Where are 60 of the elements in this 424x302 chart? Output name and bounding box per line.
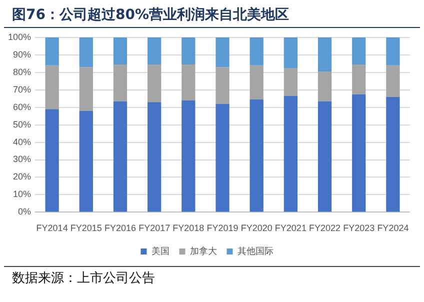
bar xyxy=(182,64,196,100)
bar xyxy=(216,104,230,212)
bar xyxy=(284,68,298,96)
y-tick-label: 70% xyxy=(13,84,32,94)
bar xyxy=(318,71,332,102)
legend-label: 加拿大 xyxy=(190,246,217,256)
y-tick-label: 20% xyxy=(13,172,32,182)
bar xyxy=(182,100,196,212)
source-note: 数据来源：上市公司公告 xyxy=(4,266,420,289)
bar xyxy=(45,109,59,212)
y-tick-label: 80% xyxy=(13,66,32,77)
legend-label: 美国 xyxy=(151,246,170,256)
x-tick-label: FY2023 xyxy=(343,223,375,234)
x-tick-label: FY2016 xyxy=(104,223,136,234)
bar xyxy=(182,37,196,64)
y-tick-label: 60% xyxy=(13,102,32,112)
bar xyxy=(79,110,93,212)
bar xyxy=(386,37,400,66)
x-tick-label: FY2018 xyxy=(172,223,204,234)
bar xyxy=(216,67,230,104)
bar xyxy=(284,96,298,212)
bar xyxy=(318,101,332,212)
y-tick-label: 0% xyxy=(18,206,32,217)
bar xyxy=(250,37,264,66)
y-tick-label: 90% xyxy=(13,49,32,60)
bar xyxy=(45,37,59,66)
bar xyxy=(79,67,93,111)
y-tick-label: 40% xyxy=(13,136,32,147)
y-tick-label: 100% xyxy=(8,32,32,42)
bar xyxy=(318,37,332,72)
x-tick-label: FY2024 xyxy=(377,223,409,234)
x-tick-label: FY2020 xyxy=(240,223,272,234)
bar xyxy=(250,65,264,100)
bar xyxy=(352,37,366,64)
bar xyxy=(113,101,128,212)
bar xyxy=(386,65,400,97)
bar xyxy=(352,94,366,212)
bar xyxy=(148,102,162,212)
bar xyxy=(79,37,93,68)
bar xyxy=(386,96,400,212)
bar xyxy=(352,64,366,94)
chart-title: 图76：公司超过80%营业利润来自北美地区 xyxy=(4,0,420,28)
y-tick-label: 30% xyxy=(13,154,32,164)
legend-label: 其他国际 xyxy=(237,246,274,256)
x-tick-label: FY2017 xyxy=(138,223,170,234)
bar xyxy=(148,64,162,102)
bar xyxy=(113,64,128,102)
x-tick-label: FY2022 xyxy=(309,223,341,234)
bar xyxy=(45,65,59,110)
x-tick-label: FY2014 xyxy=(36,223,68,234)
x-tick-label: FY2015 xyxy=(70,223,102,234)
bar xyxy=(148,37,162,64)
bar xyxy=(284,37,298,68)
y-tick-label: 50% xyxy=(13,119,32,130)
bar xyxy=(113,37,128,64)
y-tick-label: 10% xyxy=(13,189,32,200)
x-tick-label: FY2021 xyxy=(274,223,306,234)
bar xyxy=(250,99,264,212)
bar xyxy=(216,37,230,68)
x-tick-label: FY2019 xyxy=(206,223,238,234)
